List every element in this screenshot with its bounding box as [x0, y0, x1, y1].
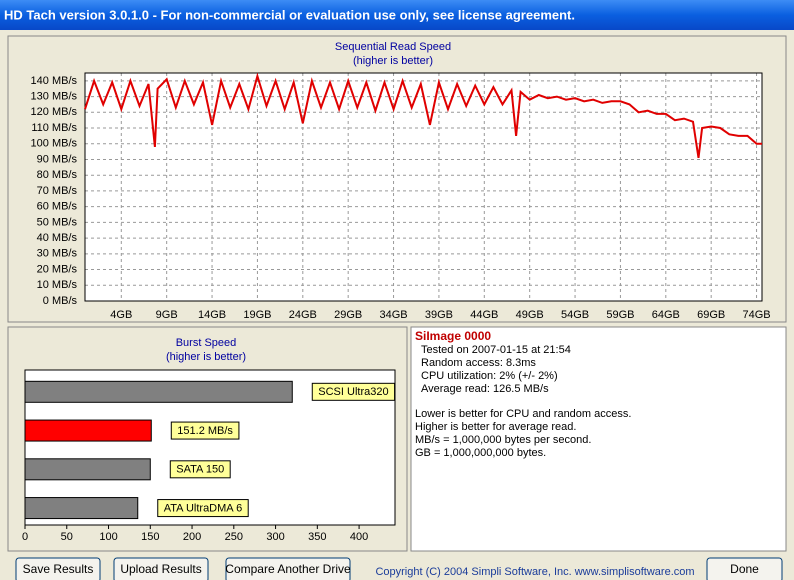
value-label: 151.2 MB/s — [177, 425, 233, 437]
x-tick-label: 69GB — [697, 309, 725, 321]
y-tick-label: 110 MB/s — [31, 122, 77, 134]
note-line: Higher is better for average read. — [415, 421, 576, 433]
bar — [24, 380, 293, 403]
button[interactable] — [113, 557, 209, 580]
category-label: ATA UltraDMA 6 — [164, 502, 242, 514]
y-tick-label: 30 MB/s — [37, 248, 78, 260]
category-label: SATA 150 — [176, 464, 224, 476]
detail-line: CPU utilization: 2% (+/- 2%) — [421, 370, 558, 382]
chart-subtitle: (higher is better) — [353, 55, 433, 67]
x-tick-label: 250 — [225, 531, 243, 543]
x-tick-label: 59GB — [606, 309, 634, 321]
y-tick-label: 140 MB/s — [31, 75, 78, 87]
note-line: GB = 1,000,000,000 bytes. — [415, 447, 546, 459]
button[interactable] — [706, 557, 783, 580]
button-label[interactable]: Upload Results — [120, 562, 201, 576]
y-tick-label: 80 MB/s — [37, 169, 78, 181]
bar-label-box — [170, 421, 240, 440]
x-tick-label: 39GB — [425, 309, 453, 321]
button-label[interactable]: Save Results — [23, 562, 94, 576]
copyright: Copyright (C) 2004 Simpli Software, Inc.… — [375, 566, 694, 578]
button-label[interactable]: Compare Another Drive — [225, 562, 351, 576]
y-tick-label: 50 MB/s — [37, 216, 78, 228]
y-tick-label: 0 MB/s — [43, 295, 78, 307]
note-line: MB/s = 1,000,000 bytes per second. — [415, 434, 591, 446]
title-bar — [0, 0, 794, 30]
y-tick-label: 90 MB/s — [37, 153, 78, 165]
x-tick-label: 14GB — [198, 309, 226, 321]
x-tick-label: 74GB — [742, 309, 770, 321]
bar-label-box — [311, 382, 396, 401]
x-tick-label: 44GB — [470, 309, 498, 321]
y-tick-label: 130 MB/s — [31, 90, 78, 102]
chart-subtitle: (higher is better) — [166, 351, 246, 363]
x-tick-label: 200 — [183, 531, 201, 543]
x-tick-label: 400 — [350, 531, 368, 543]
y-tick-label: 10 MB/s — [37, 279, 78, 291]
x-tick-label: 49GB — [516, 309, 544, 321]
plot-border — [84, 72, 763, 302]
x-tick-label: 4GB — [110, 309, 132, 321]
window-title: HD Tach version 3.0.1.0 - For non-commer… — [4, 7, 575, 22]
y-tick-label: 60 MB/s — [37, 201, 78, 213]
y-tick-label: 40 MB/s — [37, 232, 78, 244]
info-panel — [410, 326, 787, 552]
bar — [24, 458, 151, 481]
button[interactable] — [225, 557, 351, 580]
x-tick-label: 24GB — [289, 309, 317, 321]
read-plot — [85, 73, 762, 301]
detail-line: Average read: 126.5 MB/s — [421, 383, 549, 395]
bar — [24, 419, 152, 442]
buttons: Save Results Upload Results Compare Anothe… — [15, 557, 783, 580]
drive-name: SiImage 0000 — [415, 329, 491, 343]
x-tick-label: 29GB — [334, 309, 362, 321]
x-tick-label: 0 — [22, 531, 28, 543]
x-tick-label: 150 — [141, 531, 159, 543]
detail-line: Tested on 2007-01-15 at 21:54 — [421, 344, 571, 356]
chart-title: Burst Speed — [176, 337, 237, 349]
category-label: SCSI Ultra320 — [318, 386, 388, 398]
button[interactable] — [15, 557, 101, 580]
x-tick-label: 19GB — [243, 309, 271, 321]
x-tick-label: 50 — [61, 531, 73, 543]
bar — [24, 497, 139, 520]
x-tick-label: 34GB — [379, 309, 407, 321]
x-tick-label: 9GB — [156, 309, 178, 321]
detail-line: Random access: 8.3ms — [421, 357, 536, 369]
bar-label-box — [157, 499, 249, 518]
y-tick-label: 20 MB/s — [37, 263, 78, 275]
bar-label-box — [169, 460, 231, 479]
y-tick-label: 70 MB/s — [37, 185, 78, 197]
read-speed-line — [84, 72, 762, 159]
y-tick-label: 100 MB/s — [31, 138, 78, 150]
x-tick-label: 350 — [308, 531, 326, 543]
x-tick-label: 64GB — [652, 309, 680, 321]
x-tick-label: 300 — [266, 531, 284, 543]
x-tick-label: 54GB — [561, 309, 589, 321]
x-tick-label: 100 — [99, 531, 117, 543]
y-tick-label: 120 MB/s — [31, 106, 78, 118]
chart-title: Sequential Read Speed — [335, 41, 451, 53]
note-line: Lower is better for CPU and random acces… — [415, 408, 631, 420]
button-label[interactable]: Done — [730, 562, 759, 576]
